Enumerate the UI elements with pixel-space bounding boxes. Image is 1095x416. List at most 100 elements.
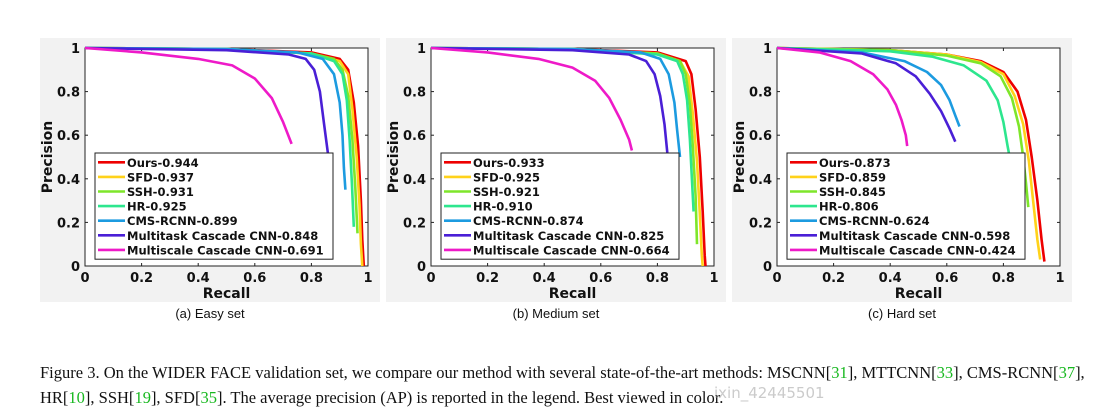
x-axis-label: Recall [895,286,943,302]
legend-entry: Multiscale Cascade CNN-0.664 [473,243,670,257]
y-tick-label: 0.6 [749,129,772,144]
y-axis-label: Precision [40,121,56,193]
legend-entry: Multiscale Cascade CNN-0.424 [819,243,1016,257]
x-tick-label: 1 [363,271,372,286]
y-tick-label: 0 [71,260,80,275]
subcaption-medium: (b) Medium set [512,306,600,321]
pr-curve-mtcnn [84,46,333,179]
legend-entry: SSH-0.921 [473,185,540,199]
legend-entry: Ours-0.944 [127,156,199,170]
subcaption-hard: (c) Hard set [868,306,936,321]
legend-entry: SSH-0.845 [819,185,886,199]
x-tick-label: 0 [772,271,781,286]
legend-entry: Ours-0.933 [473,156,545,170]
y-tick-label: 1 [71,42,80,57]
legend-entry: Multiscale Cascade CNN-0.691 [127,243,324,257]
pr-curve-cms [430,46,682,158]
x-tick-label: 0.6 [589,271,612,286]
y-axis-label: Precision [386,121,402,193]
chart-panel-easy: 0 0.2 0.4 0.6 0.8 1 0 0.2 0.4 0.6 0.8 1 Recall Precis… [40,38,380,302]
legend-entry: SFD-0.859 [819,170,886,184]
pr-curve-cms [84,46,347,190]
legend-entry: HR-0.806 [819,200,879,214]
caption-text: ], HR[ [40,363,1085,407]
caption-citation-link[interactable]: 31 [831,363,848,382]
y-tick-label: 0.4 [749,173,772,188]
y-tick-label: 0.8 [749,86,772,101]
pr-chart-easy: 0 0.2 0.4 0.6 0.8 1 0 0.2 0.4 0.6 0.8 1 Recall Precis… [40,42,373,302]
pr-curve-mscnn [776,46,909,147]
caption-text: Figure 3. On the WIDER FACE validation s… [40,363,832,382]
caption-citation-link[interactable]: 10 [68,388,85,407]
x-tick-label: 1 [1055,271,1064,286]
caption-text: ]. The average precision (AP) is reporte… [216,388,724,407]
x-axis-label: Recall [203,286,251,302]
x-tick-label: 0 [80,271,89,286]
y-tick-label: 1 [417,42,426,57]
x-tick-label: 0.8 [992,271,1015,286]
y-tick-label: 0.6 [403,129,426,144]
caption-citation-link[interactable]: 37 [1058,363,1076,382]
figure-caption: Figure 3. On the WIDER FACE validation s… [40,360,1090,410]
x-tick-label: 0.8 [300,271,323,286]
legend-entry: CMS-RCNN-0.874 [473,214,584,228]
y-tick-label: 1 [763,42,772,57]
legend-entry: CMS-RCNN-0.624 [819,214,930,228]
x-tick-label: 0.4 [187,271,210,286]
pr-curve-hr [776,46,1012,162]
legend-box [94,152,334,260]
legend-entry: HR-0.910 [473,200,533,214]
y-tick-label: 0.2 [57,216,80,231]
x-tick-label: 0.8 [646,271,669,286]
y-tick-label: 0 [763,260,772,275]
x-axis-label: Recall [549,286,597,302]
legend-entry: Multitask Cascade CNN-0.825 [473,229,664,243]
x-tick-label: 0 [426,271,435,286]
pr-curve-cms [776,46,961,127]
y-tick-label: 0.2 [403,216,426,231]
y-tick-label: 0.8 [403,86,426,101]
pr-curve-mscnn [430,46,634,151]
legend-entry: SSH-0.931 [127,185,194,199]
x-tick-label: 0.2 [130,271,153,286]
caption-text: ], SSH[ [84,388,135,407]
pr-chart-medium: 0 0.2 0.4 0.6 0.8 1 0 0.2 0.4 0.6 0.8 1 Recall Precis… [386,42,719,302]
caption-text: ], SFD[ [150,388,201,407]
chart-panel-medium: 0 0.2 0.4 0.6 0.8 1 0 0.2 0.4 0.6 0.8 1 Recall Precis… [386,38,726,302]
y-tick-label: 0 [417,260,426,275]
legend-entry: Ours-0.873 [819,156,891,170]
x-tick-label: 0.4 [533,271,556,286]
pr-chart-hard: 0 0.2 0.4 0.6 0.8 1 0 0.2 0.4 0.6 0.8 1 Recall Precis… [732,42,1065,302]
y-tick-label: 0.8 [57,86,80,101]
caption-text: ], CMS-RCNN[ [953,363,1059,382]
pr-curve-mtcnn [430,46,669,153]
legend-box [440,152,680,260]
legend-entry: SFD-0.925 [473,170,540,184]
subcaption-easy: (a) Easy set [175,306,245,321]
pr-curve-mscnn [84,46,293,145]
y-tick-label: 0.2 [749,216,772,231]
caption-citation-link[interactable]: 35 [200,388,217,407]
watermark: ixin_42445501 [714,384,825,402]
x-tick-label: 0.6 [243,271,266,286]
x-tick-label: 0.4 [879,271,902,286]
pr-curve-mtcnn [776,46,957,143]
legend-entry: CMS-RCNN-0.899 [127,214,238,228]
caption-citation-link[interactable]: 33 [936,363,954,382]
legend-box [786,152,1026,260]
caption-text: ], MTTCNN[ [847,363,937,382]
chart-panel-hard: 0 0.2 0.4 0.6 0.8 1 0 0.2 0.4 0.6 0.8 1 Recall Precis… [732,38,1072,302]
legend-entry: Multitask Cascade CNN-0.598 [819,229,1010,243]
y-axis-label: Precision [732,121,748,193]
caption-citation-link[interactable]: 19 [134,388,151,407]
legend-entry: HR-0.925 [127,200,187,214]
x-tick-label: 0.6 [935,271,958,286]
y-tick-label: 0.6 [57,129,80,144]
x-tick-label: 0.2 [476,271,499,286]
y-tick-label: 0.4 [403,173,426,188]
x-tick-label: 0.2 [822,271,845,286]
legend-entry: SFD-0.937 [127,170,194,184]
legend-entry: Multitask Cascade CNN-0.848 [127,229,318,243]
y-tick-label: 0.4 [57,173,80,188]
x-tick-label: 1 [709,271,718,286]
